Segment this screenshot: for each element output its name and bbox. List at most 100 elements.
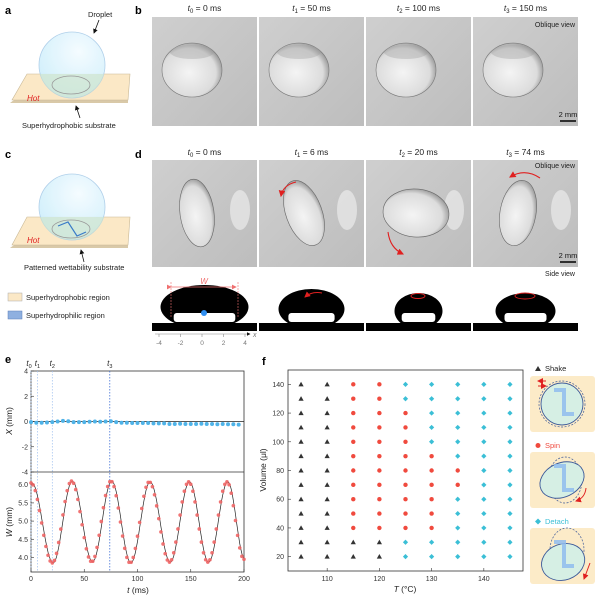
time-var: t [399, 147, 402, 157]
spin-legend-marker [535, 443, 541, 448]
x-data-point [151, 421, 156, 426]
time-value: = 0 ms [193, 3, 221, 13]
w-data-point [237, 546, 242, 550]
detach-marker [481, 496, 487, 502]
rotation-arrow [509, 171, 541, 179]
w-data-point [52, 558, 57, 563]
detach-marker [507, 510, 513, 517]
time-label: t0 = 0 ms [188, 147, 222, 159]
panel-label-b: b [135, 5, 142, 17]
w-data-point [242, 557, 246, 562]
panel-label-d: d [135, 149, 142, 161]
spin-marker [429, 525, 434, 531]
detach-marker [507, 496, 513, 502]
substrate-label: Patterned wettability substrate [24, 263, 124, 272]
w-data-point [131, 555, 136, 560]
w-data-point [195, 513, 199, 517]
droplet-image [268, 42, 330, 98]
rotation-arrow [387, 231, 404, 255]
detach-marker [507, 396, 513, 402]
shake-legend-marker [535, 366, 541, 371]
detach-marker [429, 554, 435, 560]
time-subscript: 2 [399, 9, 402, 15]
x-data-point [44, 420, 49, 425]
shake-marker [298, 410, 304, 416]
shake-marker [324, 510, 330, 516]
shake-marker [376, 554, 382, 559]
detach-marker [402, 381, 409, 387]
w-data-point [240, 554, 244, 559]
time-marker-label: t1 [35, 359, 40, 370]
droplet-image [382, 188, 450, 238]
w-data-point [133, 546, 138, 551]
w-data-point [144, 485, 148, 490]
view-label: Oblique view [535, 163, 576, 170]
detach-marker [481, 482, 487, 488]
w-data-point [216, 513, 221, 517]
y-tick-label: 4.5 [18, 537, 28, 544]
detach-marker [507, 554, 513, 560]
w-data-point [37, 508, 42, 513]
w-data-point [220, 489, 225, 494]
detach-marker [507, 467, 513, 474]
w-data-point [116, 506, 121, 510]
w-data-point [90, 559, 95, 564]
time-var: t [506, 147, 509, 157]
detach-marker [402, 396, 409, 402]
panel-b-frames: t0 = 0 ms t1 = 50 ms t2 = 100 ms t3 = 150 m… [152, 3, 578, 126]
w-data-point [214, 527, 219, 531]
droplet-highlight [491, 45, 535, 59]
w-data-point [142, 494, 146, 499]
time-label: t3 = 74 ms [506, 147, 545, 159]
time-subscript: 1 [37, 364, 40, 370]
substrate-label: Superhydrophobic substrate [22, 121, 116, 130]
x-axis-tick-label: 2 [222, 340, 226, 347]
spin-marker [403, 497, 408, 502]
spin-marker [403, 482, 408, 488]
w-data-point [184, 482, 189, 487]
w-data-point [67, 481, 72, 486]
w-data-point [163, 551, 167, 556]
center-marker [201, 310, 207, 316]
spin-marker [351, 468, 356, 473]
y-tick-label: 40 [276, 525, 284, 532]
time-subscript: 1 [297, 153, 301, 159]
y-tick-label: 80 [276, 468, 284, 475]
panel-label-f: f [262, 356, 266, 368]
detach-marker [429, 410, 435, 416]
x-data-point [119, 420, 124, 425]
x-data-point [108, 419, 113, 424]
w-data-point [101, 505, 106, 510]
w-data-point [161, 542, 165, 546]
shake-marker [324, 410, 330, 416]
w-data-point [120, 534, 125, 538]
w-data-point [188, 482, 193, 487]
x-axis-tick-label: -2 [178, 340, 184, 347]
w-data-point [105, 484, 110, 489]
shake-marker [350, 539, 356, 545]
x-data-point [34, 420, 39, 425]
hydrophilic-pattern [554, 464, 574, 492]
detach-marker [455, 525, 461, 531]
time-var: t [35, 359, 38, 368]
y-tick-label: 60 [276, 497, 284, 504]
shake-marker [298, 482, 304, 487]
axis-unit: (mm) [4, 407, 14, 429]
w-data-point [46, 553, 50, 558]
detach-marker [481, 381, 487, 387]
y-axis-label: Volume (μl) [258, 448, 268, 491]
w-data-point [82, 535, 87, 540]
x-data-point [114, 420, 119, 425]
shake-marker [324, 482, 330, 487]
w-data-point [159, 530, 163, 534]
y-tick-label: -2 [22, 444, 28, 451]
detach-marker [429, 539, 435, 545]
detach-marker [429, 424, 435, 431]
w-data-point [210, 550, 214, 555]
w-data-point [223, 482, 227, 487]
w-data-point [33, 488, 38, 493]
spin-marker [377, 468, 382, 473]
spin-marker [351, 382, 356, 387]
time-subscript: 3 [506, 9, 510, 15]
shake-marker [324, 496, 330, 502]
